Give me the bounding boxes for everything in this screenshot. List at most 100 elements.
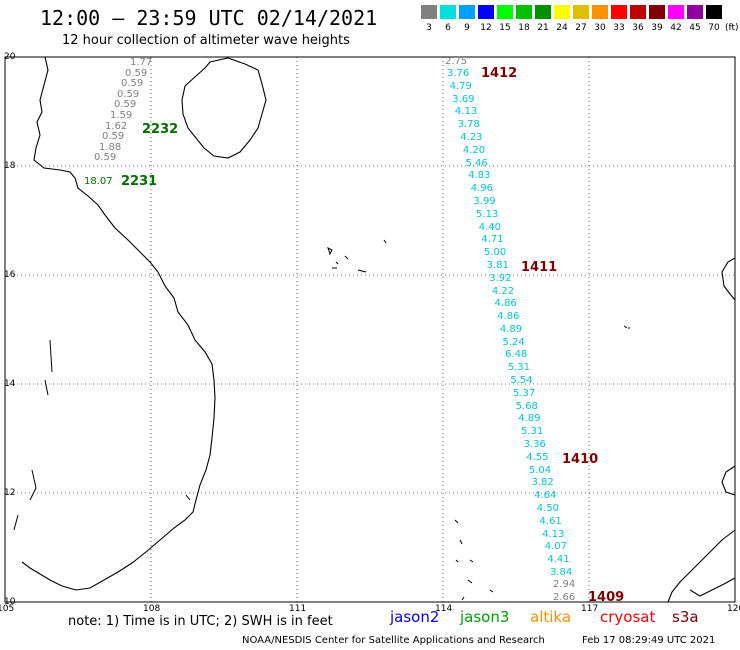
east-track-value: 4.13: [454, 106, 478, 118]
map-title: 12:00 – 23:59 UTC 02/14/2021: [40, 6, 378, 30]
east-track-value: 3.92: [489, 272, 512, 284]
east-track-value: 5.37: [513, 387, 536, 399]
pass-label-2231: 2231: [121, 174, 158, 189]
legend-label-70: 70: [708, 23, 720, 33]
east-track-value: 5.24: [502, 336, 525, 348]
east-track-value: 5.31: [507, 362, 530, 374]
credit-line: NOAA/NESDIS Center for Satellite Applica…: [242, 635, 545, 646]
east-track-value: 4.71: [481, 234, 504, 246]
east-track-value: 4.61: [539, 515, 562, 527]
legend-label-3: 3: [426, 23, 432, 33]
west-track-green-value: 18.07: [84, 176, 113, 187]
east-track-value: 3.99: [473, 195, 496, 207]
legend-label-24: 24: [556, 23, 568, 33]
east-track-value: 3.76: [447, 68, 470, 79]
legend-label-27: 27: [575, 23, 587, 33]
legend-swatch-15: [497, 5, 513, 19]
west-track-value: 0.59: [117, 88, 140, 100]
legend-swatch-33: [611, 5, 627, 19]
east-track-value: 3.36: [523, 439, 546, 451]
east-track-value: 3.82: [531, 477, 554, 489]
east-track-value: 5.46: [465, 157, 488, 169]
legend-swatch-36: [630, 5, 646, 19]
legend-label-15: 15: [499, 23, 511, 33]
satellite-jason2: jason2: [390, 608, 440, 626]
lat-label-14: 14: [4, 379, 16, 389]
legend-swatch-24: [554, 5, 570, 19]
east-track-value: 6.48: [505, 349, 528, 361]
east-track-top-value: 2.75: [445, 56, 468, 67]
pass-label-1411: 1411: [521, 260, 558, 275]
vietnam-coastline: [21, 56, 216, 591]
east-track-value: 4.23: [460, 131, 483, 143]
pass-label-1409: 1409: [588, 590, 625, 605]
lon-label-105: 105: [0, 604, 15, 614]
east-track-value: 4.86: [494, 298, 517, 310]
east-track-value: 4.79: [449, 80, 472, 92]
map-subtitle: 12 hour collection of altimeter wave hei…: [62, 33, 350, 48]
legend-label-39: 39: [651, 23, 663, 33]
east-track-value: 4.40: [478, 221, 501, 233]
legend-label-33: 33: [613, 23, 625, 33]
east-track-value: 4.86: [497, 311, 520, 323]
east-track-value: 4.64: [534, 490, 557, 502]
east-track-bottom-value-1: 2.94: [553, 579, 576, 590]
west-track-value: 0.59: [114, 99, 137, 111]
east-track-value: 4.50: [536, 503, 560, 515]
lon-label-111: 111: [289, 604, 307, 614]
east-track-value: 3.78: [457, 119, 480, 131]
legend-swatch-9: [459, 5, 475, 19]
east-track-value: 4.55: [526, 451, 549, 463]
legend-swatch-70: [706, 5, 722, 19]
hainan-coastline: [181, 57, 267, 159]
legend-swatch-39: [649, 5, 665, 19]
legend-label-12: 12: [480, 23, 492, 33]
generation-timestamp: Feb 17 08:29:49 UTC 2021: [582, 635, 716, 646]
legend-label-42: 42: [670, 23, 682, 33]
satellite-cryosat: cryosat: [600, 608, 656, 626]
satellite-jason3: jason3: [460, 608, 510, 626]
west-track-value: 0.59: [102, 131, 125, 143]
east-track-value: 4.13: [542, 528, 565, 540]
lon-label-114: 114: [435, 604, 453, 614]
east-track-value: 3.81: [486, 259, 509, 271]
lon-label-120: 120: [727, 604, 740, 614]
west-track-value: 0.59: [121, 78, 144, 90]
west-track-value: 0.59: [125, 67, 148, 79]
legend-label-30: 30: [594, 23, 606, 33]
east-track-value: 4.83: [468, 170, 491, 182]
east-track-value: 4.22: [491, 285, 515, 297]
east-track-value: 5.00: [483, 247, 507, 259]
legend-swatch-30: [592, 5, 608, 19]
east-track-value: 3.69: [452, 93, 475, 105]
east-track-value: 5.04: [528, 464, 552, 476]
pass-label-1412: 1412: [481, 66, 518, 81]
legend-swatch-27: [573, 5, 589, 19]
legend-label-45: 45: [689, 23, 701, 33]
legend-swatch-45: [687, 5, 703, 19]
east-track-bottom-value-2: 2.66: [553, 592, 576, 603]
west-track-value: 0.59: [94, 152, 117, 164]
lat-label-16: 16: [4, 270, 16, 280]
lat-label-10: 10: [4, 597, 16, 607]
east-track-value: 4.89: [518, 413, 541, 425]
reef-islands: [327, 239, 630, 601]
legend-swatch-21: [535, 5, 551, 19]
west-track-value: 1.77: [130, 57, 153, 68]
east-track-value: 5.31: [520, 426, 544, 438]
lat-label-18: 18: [4, 161, 16, 171]
lon-label-108: 108: [143, 604, 161, 614]
satellite-altika: altika: [530, 608, 572, 626]
lat-label-20: 20: [4, 52, 16, 62]
east-track-value: 4.20: [462, 144, 486, 156]
west-track-value: 1.59: [110, 110, 133, 121]
east-track-value: 4.96: [470, 183, 494, 195]
philippines-coastline: [667, 257, 736, 603]
east-track-value: 4.07: [544, 541, 567, 553]
lon-label-117: 117: [581, 604, 599, 614]
legend-unit: (ft): [725, 23, 739, 33]
legend-swatch-18: [516, 5, 532, 19]
east-track-value: 4.89: [499, 323, 523, 335]
lat-lon-grid: [5, 57, 735, 602]
